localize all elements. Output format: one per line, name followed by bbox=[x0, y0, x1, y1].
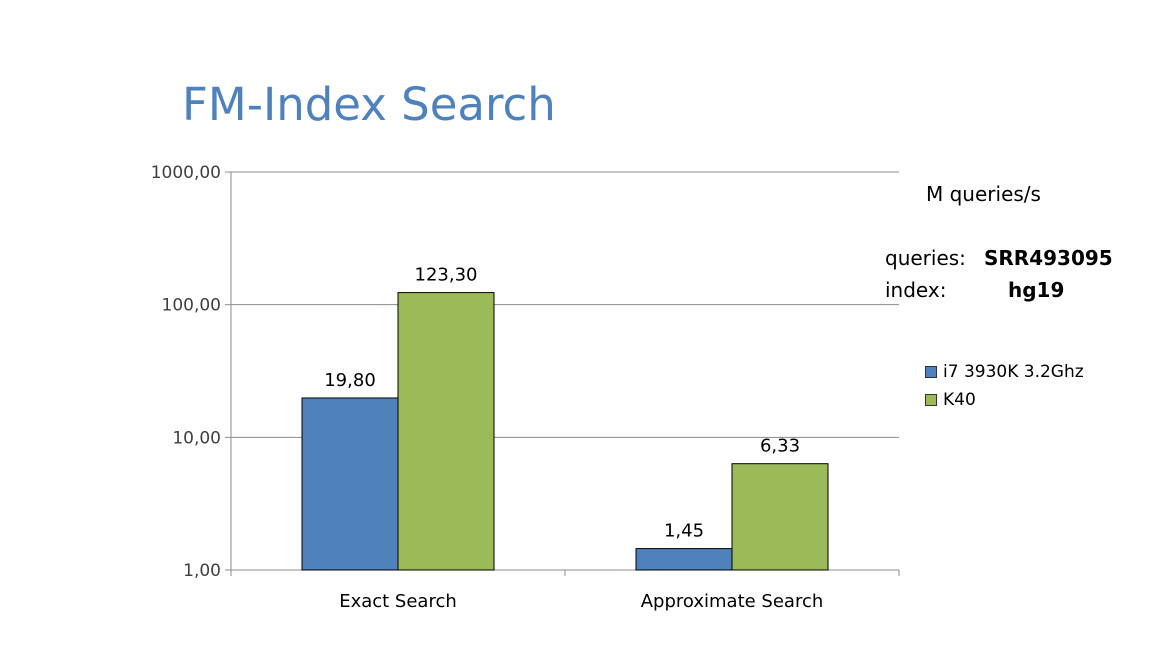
bar-1 bbox=[635, 548, 733, 571]
legend-label-series-2: K40 bbox=[943, 390, 976, 410]
data-label: 6,33 bbox=[760, 436, 800, 457]
x-tick-label: Approximate Search bbox=[641, 591, 824, 612]
data-label: 123,30 bbox=[415, 265, 478, 286]
y-tick-label: 10,00 bbox=[172, 428, 221, 448]
x-tick-label: Exact Search bbox=[339, 591, 457, 612]
unit-label: M queries/s bbox=[926, 182, 1041, 206]
bar-2 bbox=[731, 463, 829, 571]
index-value: hg19 bbox=[1008, 278, 1065, 302]
chart-legend: i7 3930K 3.2Ghz K40 bbox=[925, 358, 1084, 414]
legend-swatch-series-2 bbox=[925, 394, 937, 406]
slide-title: FM-Index Search bbox=[182, 78, 556, 131]
legend-label-series-1: i7 3930K 3.2Ghz bbox=[943, 362, 1084, 382]
legend-item-series-2: K40 bbox=[925, 386, 1084, 414]
legend-swatch-series-1 bbox=[925, 366, 937, 378]
index-label: index: bbox=[885, 278, 947, 302]
y-tick-label: 1000,00 bbox=[151, 163, 221, 183]
legend-item-series-1: i7 3930K 3.2Ghz bbox=[925, 358, 1084, 386]
y-tick-label: 100,00 bbox=[162, 296, 221, 316]
bar-1 bbox=[301, 397, 399, 571]
data-label: 1,45 bbox=[664, 521, 704, 542]
queries-label: queries: bbox=[885, 246, 966, 270]
bar-2 bbox=[397, 292, 495, 571]
queries-value: SRR493095 bbox=[984, 246, 1113, 270]
data-label: 19,80 bbox=[324, 370, 376, 391]
y-tick-label: 1,00 bbox=[183, 561, 221, 581]
